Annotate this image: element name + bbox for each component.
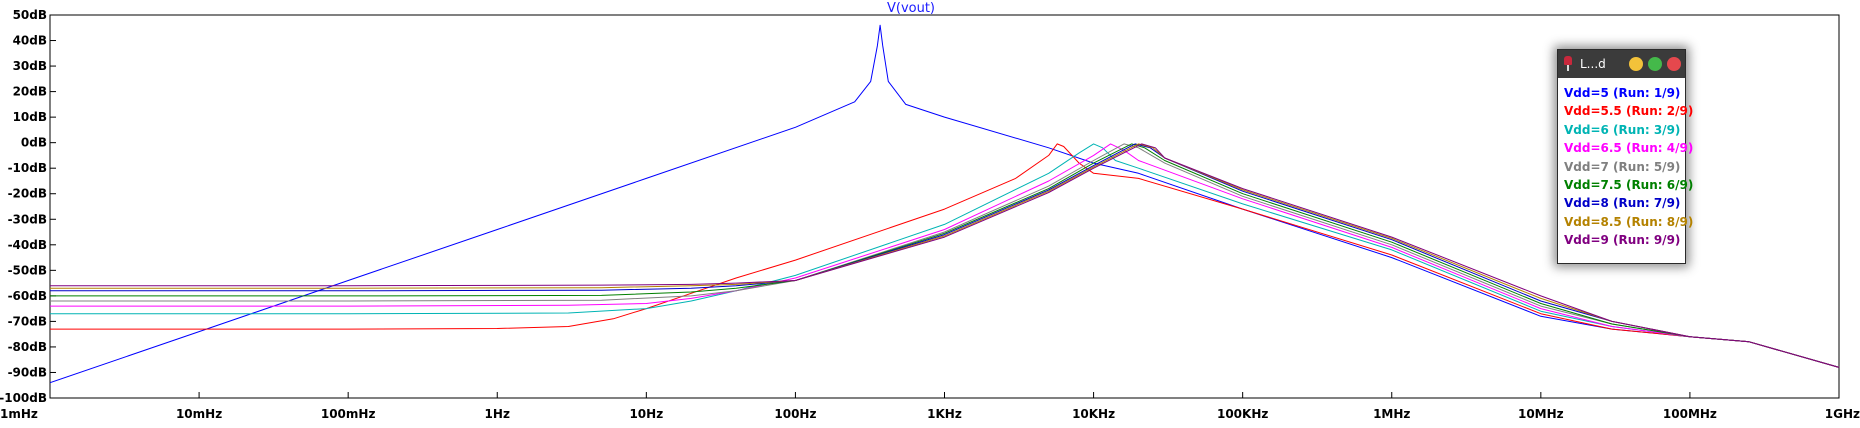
x-tick-label: 100Hz [774,407,816,421]
maximize-button[interactable] [1648,57,1662,71]
y-axis: 50dB 40dB 30dB 20dB 10dB 0dB -10dB -20dB -30dB -4… [0,8,56,405]
x-axis: 1mHz 10mHz 100mHz 1Hz 10Hz 100Hz 1KHz 10KHz 100K… [0,392,1860,421]
y-tick-label: 30dB [13,59,47,73]
close-button[interactable] [1667,57,1681,71]
series-group [49,24,1840,384]
minimize-button[interactable] [1629,57,1643,71]
y-tick-label: -90dB [8,365,47,379]
legend-entry-run-3[interactable]: Vdd=6 (Run: 3/9) [1564,122,1681,137]
x-tick-label: 1MHz [1373,407,1410,421]
y-tick-label: -50dB [8,263,47,277]
series-line-run-3 [50,143,1840,368]
legend-list: Vdd=5 (Run: 1/9) Vdd=5.5 (Run: 2/9) Vdd=6 … [1558,78,1694,250]
legend-entry-run-9[interactable]: Vdd=9 (Run: 9/9) [1564,233,1681,248]
y-tick-label: -20dB [8,187,47,201]
legend-entry-run-1[interactable]: Vdd=5 (Run: 1/9) [1564,86,1681,100]
y-tick-label: -70dB [8,314,47,328]
series-line-run-9 [50,143,1840,368]
y-tick-label: -60dB [8,289,47,303]
series-line-run-1 [49,24,1840,384]
legend-window[interactable]: L...d Vdd=5 (Run: 1/9) Vdd=5.5 (Run: 2/9)… [1557,49,1694,264]
x-tick-label: 100mHz [321,407,376,421]
x-tick-label: 1mHz [0,407,38,421]
y-tick-label: -100dB [0,391,47,405]
legend-entry-run-8[interactable]: Vdd=8.5 (Run: 8/9) [1564,214,1694,229]
y-tick-label: 10dB [13,110,47,124]
chart-title: V(vout) [887,1,935,16]
y-tick-label: 40dB [13,34,47,48]
series-line-run-6 [50,143,1840,368]
y-tick-label: -30dB [8,212,47,226]
y-tick-label: -10dB [8,161,47,175]
y-tick-label: 20dB [13,85,47,99]
y-tick-label: -80dB [8,340,47,354]
legend-entry-run-2[interactable]: Vdd=5.5 (Run: 2/9) [1564,104,1694,119]
legend-entry-run-7[interactable]: Vdd=8 (Run: 7/9) [1564,196,1681,211]
ltspice-probe-icon [1562,56,1574,72]
y-tick-label: 0dB [21,136,47,150]
y-tick-label: 50dB [13,8,47,22]
legend-entry-run-6[interactable]: Vdd=7.5 (Run: 6/9) [1564,178,1694,193]
x-tick-label: 1GHz [1825,407,1860,421]
x-tick-label: 10mHz [176,407,222,421]
series-line-run-2 [50,143,1840,368]
x-tick-label: 100KHz [1217,407,1268,421]
x-tick-label: 10MHz [1518,407,1564,421]
x-tick-label: 1Hz [485,407,510,421]
legend-entry-run-4[interactable]: Vdd=6.5 (Run: 4/9) [1564,141,1694,156]
x-tick-label: 10KHz [1072,407,1115,421]
x-tick-label: 100MHz [1663,407,1717,421]
legend-titlebar[interactable]: L...d [1558,50,1685,78]
x-tick-label: 10Hz [629,407,663,421]
legend-entry-run-5[interactable]: Vdd=7 (Run: 5/9) [1564,159,1681,174]
y-tick-label: -40dB [8,238,47,252]
legend-window-title: L...d [1580,57,1606,71]
x-tick-label: 1KHz [927,407,962,421]
series-line-run-4 [50,143,1840,368]
